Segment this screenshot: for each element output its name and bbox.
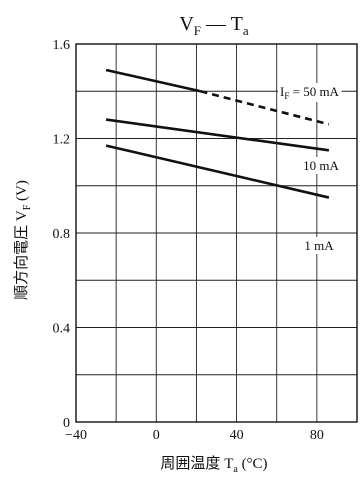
series-label-1ma: 1 mA <box>304 238 334 253</box>
series-line-0-solid <box>105 68 201 93</box>
y-tick-label: 0.4 <box>53 322 71 337</box>
x-tick-label: 40 <box>230 428 244 443</box>
y-tick-labels: 0 0.4 0.8 1.2 1.6 <box>53 38 71 431</box>
series-label-50ma-group: IF = 50 mA <box>278 83 342 102</box>
plot-frame <box>75 43 358 423</box>
x-tick-label: 0 <box>153 428 160 443</box>
series-label-10ma: 10 mA <box>303 158 339 173</box>
y-axis-title: 順方向電圧 VF (V) <box>13 180 33 300</box>
series-label-10ma-group: 10 mA <box>301 157 342 174</box>
x-tick-labels: −40 0 40 80 <box>65 428 324 443</box>
series-line-0-dashed <box>200 89 330 126</box>
series-label-10ma-bg <box>301 157 342 174</box>
series-layer <box>105 68 330 199</box>
series-label-1ma-group: 1 mA <box>302 237 337 254</box>
y-tick-label: 0 <box>63 416 70 431</box>
x-axis-title: 周囲温度 Ta (°C) <box>160 455 267 475</box>
y-tick-label: 1.2 <box>53 133 71 148</box>
series-label-50ma: IF = 50 mA <box>280 84 340 101</box>
series-label-1ma-bg <box>302 237 337 254</box>
y-tick-label: 1.6 <box>53 38 71 53</box>
series-line-1-solid <box>105 118 330 152</box>
series-label-50ma-bg <box>278 83 342 102</box>
x-tick-label: −40 <box>65 428 87 443</box>
series-line-2-solid <box>105 144 330 199</box>
y-tick-label: 0.8 <box>53 227 71 242</box>
x-tick-label: 80 <box>310 428 324 443</box>
chart-title: VF — Ta <box>179 13 249 38</box>
